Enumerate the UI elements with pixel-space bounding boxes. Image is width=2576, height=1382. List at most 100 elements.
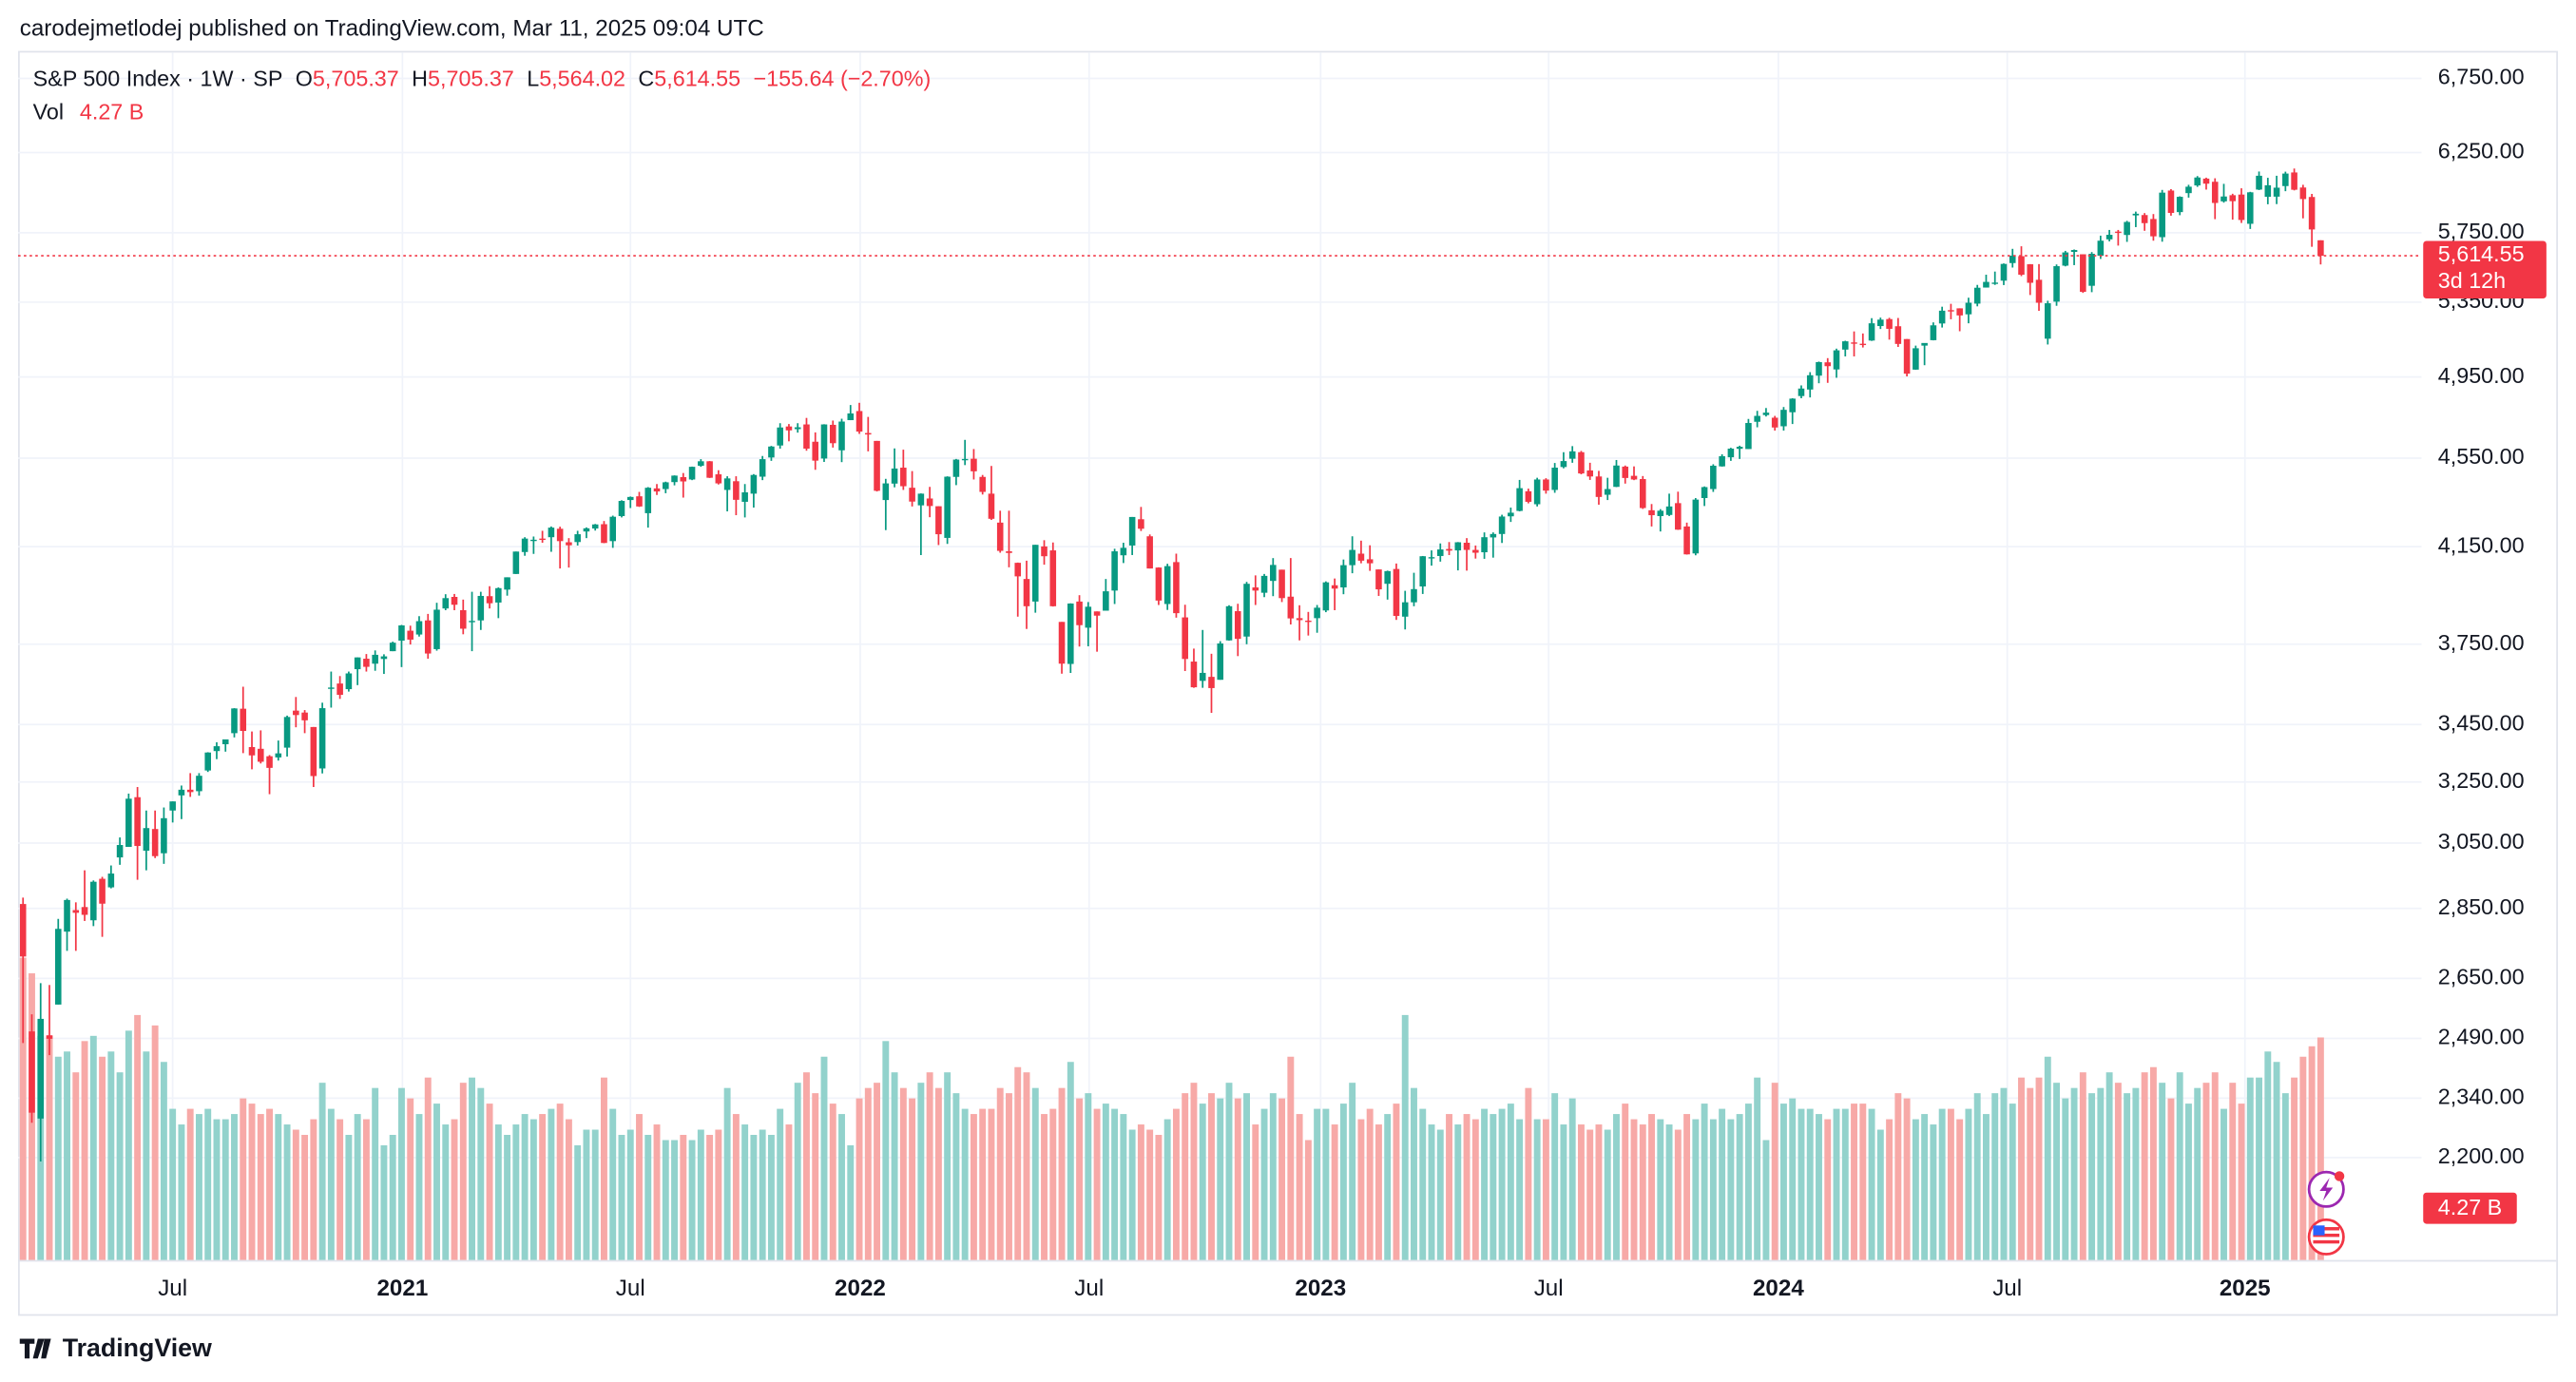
volume-bar xyxy=(46,1035,53,1260)
candle-body xyxy=(1481,537,1488,553)
y-tick-label: 4,150.00 xyxy=(2438,532,2525,557)
candle-body xyxy=(1948,310,1954,312)
candle-body xyxy=(1208,677,1215,688)
volume-bar xyxy=(1252,1124,1259,1260)
candle-body xyxy=(178,789,185,796)
candle-body xyxy=(855,411,863,432)
volume-bar xyxy=(1322,1108,1330,1260)
volume-bar xyxy=(266,1108,273,1260)
volume-bar xyxy=(1314,1108,1321,1260)
volume-bar xyxy=(345,1135,353,1260)
volume-bar xyxy=(618,1135,625,1260)
last-price-badge xyxy=(2423,240,2547,298)
candle-body xyxy=(248,746,256,756)
volume-bar xyxy=(169,1108,177,1260)
volume-bar xyxy=(134,1014,142,1260)
candle-body xyxy=(1639,479,1646,509)
candle-body xyxy=(1014,563,1022,577)
candle-body xyxy=(1613,465,1620,488)
volume-bar xyxy=(1163,1119,1171,1260)
candle-body xyxy=(1921,342,1928,346)
volume-bar xyxy=(1816,1114,1822,1260)
volume-bar xyxy=(548,1108,555,1260)
candle-body xyxy=(1508,512,1514,517)
volume-bar xyxy=(1393,1104,1400,1260)
candle-body xyxy=(2070,250,2078,253)
volume-bar xyxy=(372,1087,379,1260)
y-tick-label: 2,340.00 xyxy=(2438,1084,2525,1109)
volume-bar xyxy=(644,1135,652,1260)
candle-body xyxy=(363,659,370,667)
volume-bar xyxy=(1411,1087,1417,1260)
candle-body xyxy=(19,904,27,957)
candle-body xyxy=(1806,374,1814,390)
alert-icon[interactable] xyxy=(2307,1170,2345,1208)
candle-body xyxy=(2229,195,2237,202)
grid xyxy=(18,52,2422,1260)
candle-body xyxy=(1314,607,1320,619)
candle-body xyxy=(548,528,555,538)
volume-bar xyxy=(1622,1104,1629,1260)
volume-bar xyxy=(1243,1093,1250,1260)
volume-bar xyxy=(1304,1140,1312,1260)
alert-icon-dot xyxy=(2334,1171,2345,1181)
volume-bar xyxy=(1876,1129,1884,1260)
volume-bar xyxy=(407,1098,414,1260)
candle-body xyxy=(2053,266,2060,302)
volume-bar xyxy=(882,1041,890,1260)
candle-body xyxy=(750,474,758,494)
candle-body xyxy=(1384,570,1391,585)
legend-close-label: C xyxy=(638,67,654,91)
candle-body xyxy=(847,413,855,421)
candle-body xyxy=(1287,596,1295,619)
candle-body xyxy=(1604,489,1611,495)
events-icon[interactable] xyxy=(2307,1218,2345,1256)
candle-body xyxy=(1868,323,1875,341)
candle-body xyxy=(838,421,845,451)
candle-body xyxy=(609,516,617,542)
candle-body xyxy=(2176,197,2183,213)
candle-body xyxy=(820,424,828,459)
candle-body xyxy=(345,673,353,690)
volume-bar xyxy=(1339,1104,1347,1260)
volume-bar xyxy=(1560,1124,1567,1260)
candle-body xyxy=(221,739,229,744)
volume-bar xyxy=(72,1072,80,1260)
volume-bar xyxy=(240,1098,247,1260)
candle-body xyxy=(1533,479,1541,505)
volume-bar xyxy=(1613,1114,1620,1260)
candle-body xyxy=(407,630,414,640)
volume-bar xyxy=(1217,1098,1224,1260)
volume-bar xyxy=(697,1129,704,1260)
candle-body xyxy=(2115,231,2122,234)
volume-bar xyxy=(529,1119,537,1260)
candle-body xyxy=(398,625,405,642)
last-price-label: 5,614.55 xyxy=(2438,241,2525,266)
volume-bar xyxy=(1463,1114,1471,1260)
candle-body xyxy=(626,496,634,501)
candle-body xyxy=(415,621,423,635)
candle-body xyxy=(486,596,493,604)
candle-body xyxy=(2159,192,2165,238)
volume-bar xyxy=(1058,1087,1066,1260)
candle-body xyxy=(971,458,977,471)
volume-bar xyxy=(1806,1108,1814,1260)
volume-bar xyxy=(750,1135,758,1260)
candle-body xyxy=(2194,177,2201,186)
candle-body xyxy=(1736,447,1743,450)
footer-logo[interactable]: TradingView xyxy=(19,1334,212,1362)
candle-body xyxy=(469,621,475,623)
volume-bar xyxy=(1779,1104,1787,1260)
volume-bar xyxy=(1983,1114,1990,1260)
candle-body xyxy=(733,481,740,500)
volume-badge-label: 4.27 B xyxy=(2438,1195,2502,1219)
volume-bar xyxy=(1709,1119,1717,1260)
candle-body xyxy=(1419,556,1427,587)
volume-bar xyxy=(1956,1119,1964,1260)
legend-open: 5,705.37 xyxy=(313,67,399,91)
candle-body xyxy=(1701,487,1708,499)
volume-bar xyxy=(1797,1108,1805,1260)
candle-body xyxy=(1138,519,1144,529)
candle-body xyxy=(1859,343,1867,346)
candle-body xyxy=(2124,221,2130,236)
